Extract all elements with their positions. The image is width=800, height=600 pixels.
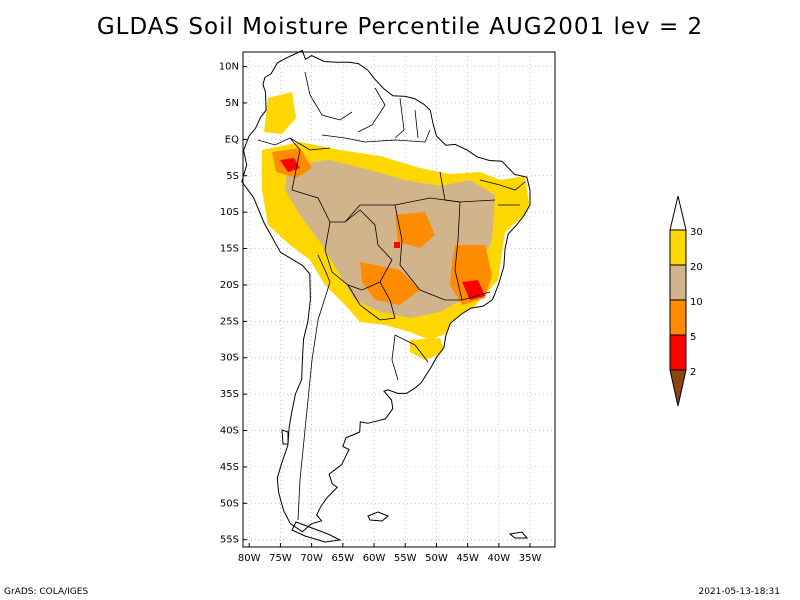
lon-tick-label: 80W — [238, 553, 261, 564]
shade-red-center — [394, 242, 400, 248]
colorbar: 30 20 10 5 2 — [669, 195, 703, 407]
south-america-coastline — [241, 49, 531, 533]
border-brazil-north — [321, 129, 431, 143]
lat-tick-label: 45S — [220, 462, 239, 473]
colorbar-bottom-triangle — [669, 369, 687, 407]
lon-tick-label: 45W — [456, 553, 479, 564]
border-colombia-peru — [289, 137, 331, 151]
shade-gold-north — [264, 92, 296, 134]
border-guyana-suriname — [394, 97, 405, 139]
colorbar-box-20-30 — [669, 229, 687, 266]
colorbar-box-5-10 — [669, 299, 687, 336]
chiloe-island — [281, 429, 289, 445]
border-paraguay-brazil — [379, 281, 396, 321]
lat-tick-label: 50S — [220, 498, 239, 509]
border-chile-bolivia — [317, 254, 331, 283]
colorbar-box-2-5 — [669, 334, 687, 371]
lon-tick-label: 60W — [363, 553, 386, 564]
lat-tick-label: 20S — [220, 280, 239, 291]
colorbar-label-10: 10 — [690, 297, 703, 308]
border-peru-bolivia — [324, 221, 333, 273]
border-brazil-states-3 — [454, 201, 463, 301]
shade-gold-south — [410, 338, 445, 360]
islands — [281, 429, 529, 543]
border-peru-brazil — [291, 149, 345, 223]
longitude-labels: 80W 75W 70W 65W 60W 55W 50W 45W 40W 35W — [238, 543, 542, 564]
footer-timestamp: 2021-05-13-18:31 — [698, 587, 781, 597]
footer-credit: GrADS: COLA/IGES — [4, 587, 89, 597]
border-argentina-paraguay — [347, 284, 381, 321]
lat-tick-label: EQ — [225, 134, 239, 145]
shade-orange-center — [395, 212, 435, 248]
lon-tick-label: 70W — [300, 553, 323, 564]
border-argentina-uruguay — [391, 334, 399, 381]
lat-tick-label: 15S — [220, 244, 239, 255]
lat-tick-label: 10S — [220, 207, 239, 218]
lon-tick-label: 55W — [394, 553, 417, 564]
border-bolivia-brazil — [344, 209, 393, 283]
falkland-islands — [367, 511, 389, 522]
lat-tick-label: 10N — [219, 62, 239, 73]
lat-tick-label: 5N — [225, 98, 239, 109]
border-brazil-states-2 — [394, 204, 421, 291]
lat-tick-label: 40S — [220, 426, 239, 437]
border-chile-argentina — [297, 281, 331, 521]
shade-red-west — [280, 158, 300, 172]
colorbar-label-30: 30 — [690, 227, 703, 238]
colorbar-box-10-20 — [669, 264, 687, 301]
lat-tick-label: 5S — [226, 171, 239, 182]
lat-tick-label: 35S — [220, 389, 239, 400]
tierra-del-fuego — [291, 521, 342, 543]
border-venezuela-guyana — [357, 87, 386, 133]
border-brazil-states-4 — [439, 171, 496, 203]
colorbar-label-20: 20 — [690, 262, 703, 273]
shade-orange-southwest — [360, 262, 420, 305]
lon-tick-label: 65W — [332, 553, 355, 564]
map-title: GLDAS Soil Moisture Percentile AUG2001 l… — [96, 14, 704, 40]
colorbar-top-triangle — [669, 195, 687, 231]
lat-tick-label: 25S — [220, 316, 239, 327]
border-brazil-states-5 — [419, 289, 491, 301]
lon-tick-label: 75W — [269, 553, 292, 564]
border-bolivia-paraguay — [331, 271, 381, 291]
colorbar-label-2: 2 — [690, 367, 696, 378]
border-brazil-states-6 — [479, 179, 526, 191]
lon-tick-label: 50W — [425, 553, 448, 564]
south-georgia-fragment — [508, 531, 529, 539]
border-brazil-uruguay — [394, 334, 429, 363]
lat-tick-label: 30S — [220, 353, 239, 364]
border-colombia-venezuela — [304, 71, 353, 121]
lon-tick-label: 35W — [519, 553, 542, 564]
lat-tick-label: 55S — [220, 535, 239, 546]
colorbar-label-5: 5 — [690, 332, 696, 343]
country-borders — [257, 71, 526, 521]
lon-tick-label: 40W — [488, 553, 511, 564]
latitude-labels: 10N 5N EQ 5S 10S 15S 20S 25S 30S 35S 40S 45S 50S 55S — [219, 62, 247, 546]
border-ecuador-peru — [257, 137, 301, 151]
border-suriname-guiana — [414, 109, 419, 139]
